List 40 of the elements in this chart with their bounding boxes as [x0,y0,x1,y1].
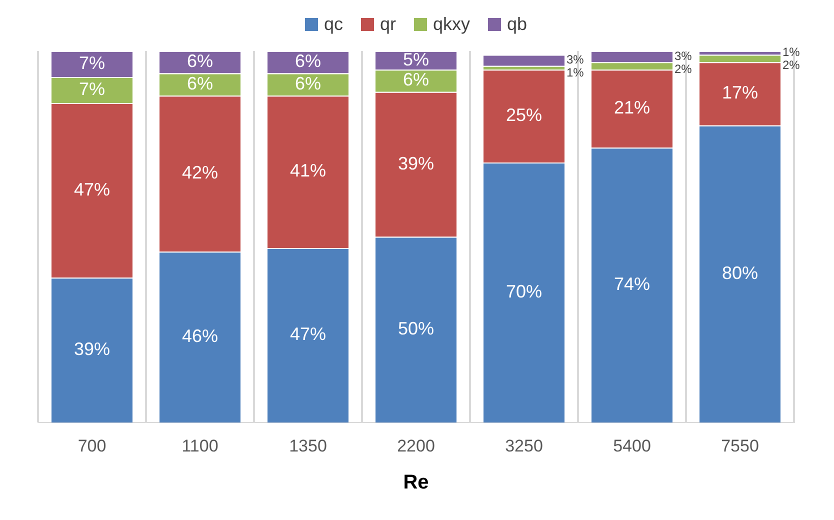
data-label: 80% [722,262,758,283]
x-axis-title: Re [403,472,429,494]
data-label: 7% [78,52,106,73]
x-tick-label: 700 [78,436,106,456]
data-label: 6% [186,73,214,94]
legend-label: qb [507,14,528,35]
data-label: 6% [186,51,214,72]
data-label: 3% [674,48,692,63]
data-label: 1% [782,45,800,60]
data-label: 74% [614,274,650,294]
data-label: 17% [722,82,758,103]
data-label: 6% [294,51,322,72]
data-label: 47% [74,179,110,200]
x-tick-label: 3250 [505,436,543,456]
x-tick-label: 1100 [182,436,218,456]
data-label: 70% [506,282,542,302]
data-label: 21% [614,98,650,118]
data-label: 2% [674,62,692,76]
data-label: 41% [290,160,326,181]
data-label: 6% [402,70,430,90]
data-label: 3% [566,52,584,67]
x-tick-label: 5400 [613,436,651,456]
data-label: 5% [402,49,430,70]
data-label: 39% [74,339,110,360]
x-tick-label: 7550 [721,436,759,456]
legend-label: qr [380,14,396,35]
x-tick-label: 2200 [397,436,435,456]
data-label: 25% [506,105,542,125]
data-label: 50% [398,318,434,339]
legend-label: qkxy [432,14,470,35]
data-label: 39% [398,153,434,174]
data-label: 46% [182,326,218,346]
data-label: 6% [294,73,322,94]
x-tick-label: 1350 [289,436,327,456]
legend-label: qc [324,14,343,35]
data-label: 2% [782,58,800,72]
data-label: 47% [290,324,326,344]
data-label: 7% [78,78,106,99]
data-label: 42% [182,162,218,183]
data-label: 1% [566,66,584,80]
